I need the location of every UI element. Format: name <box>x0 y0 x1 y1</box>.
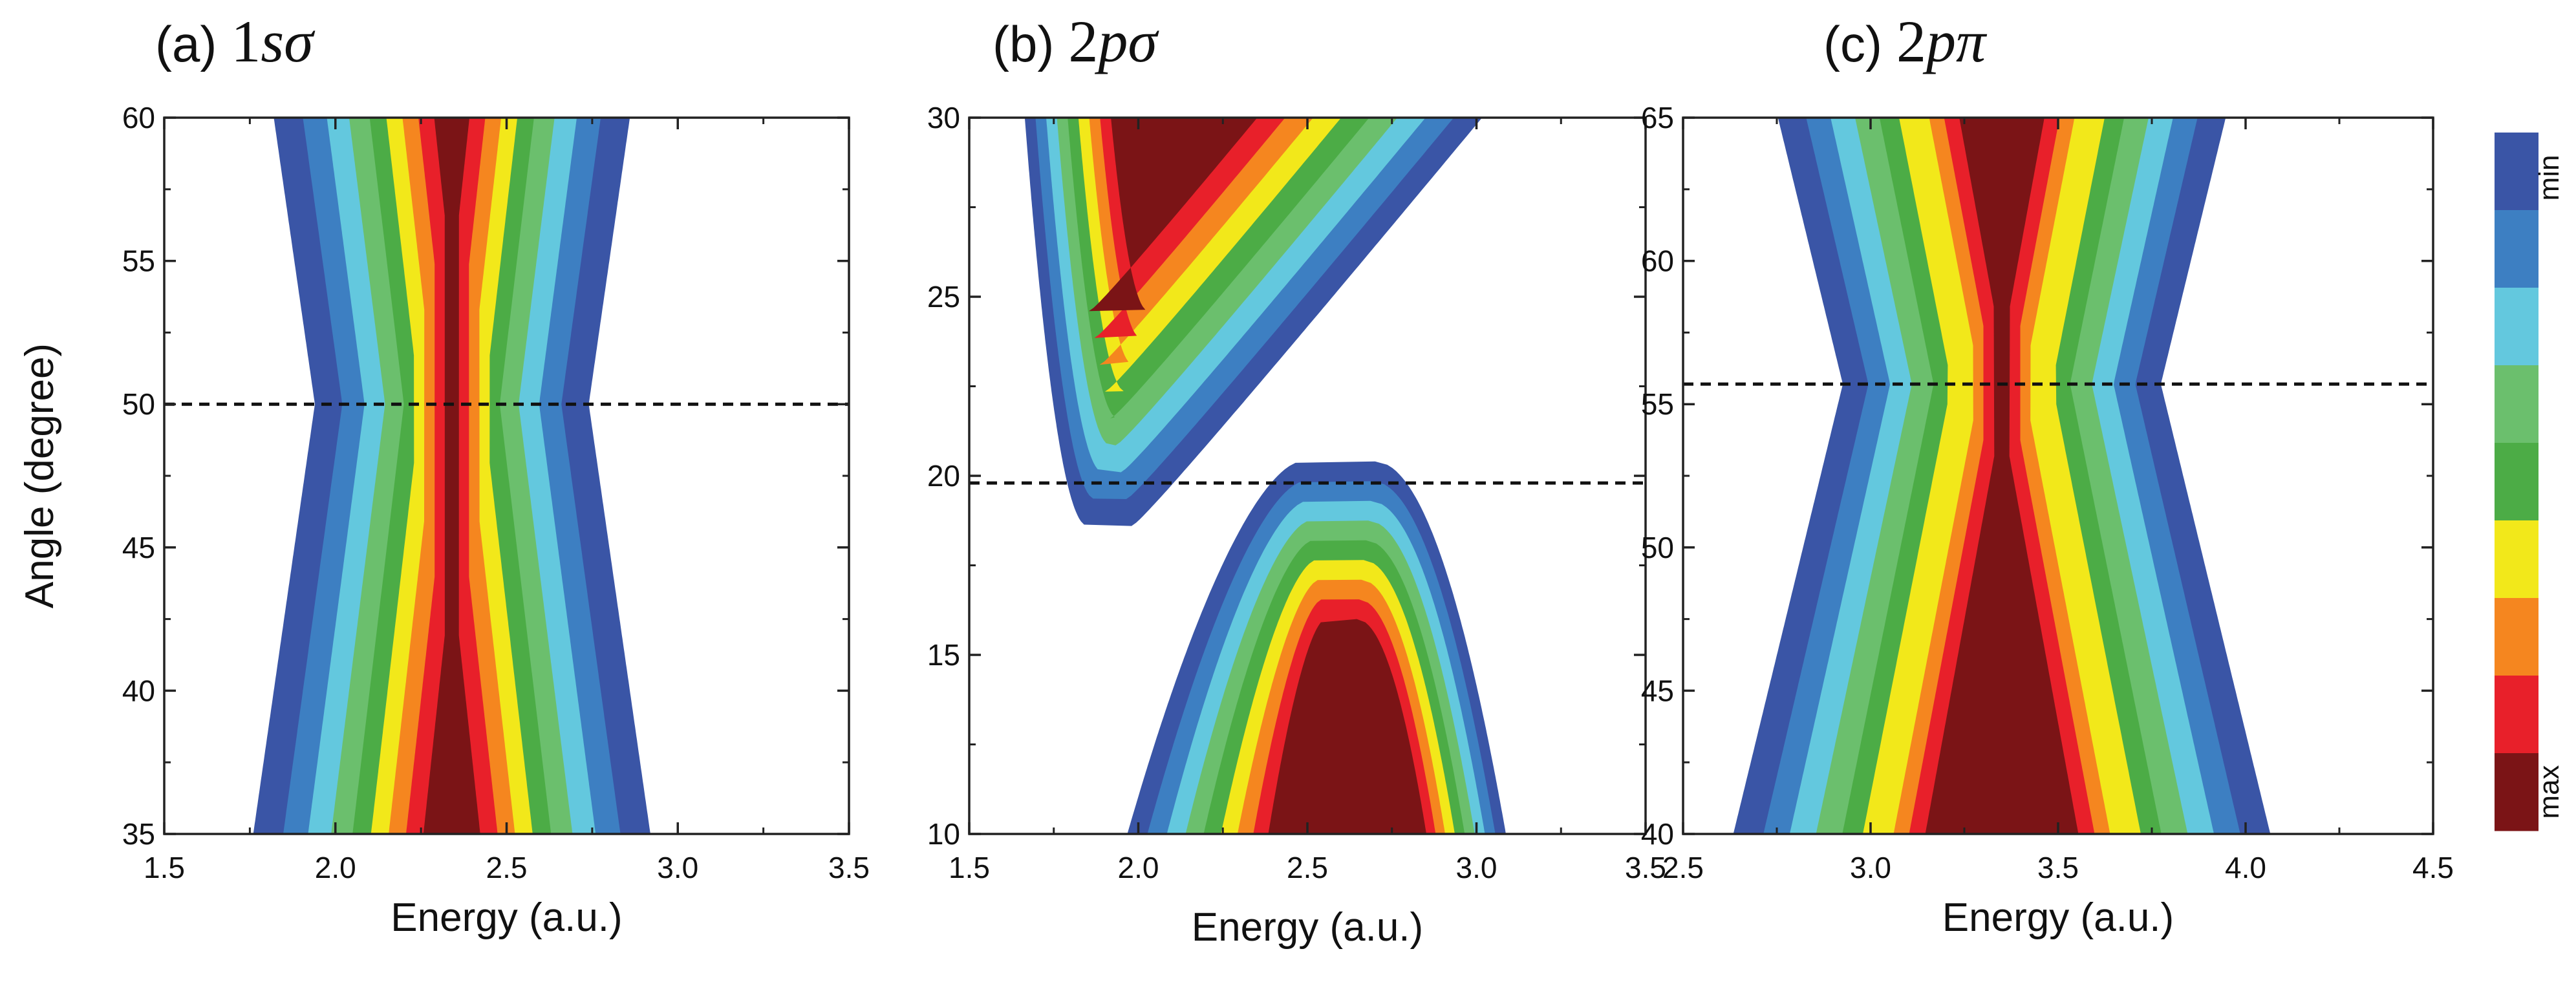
x-tick-label: 2.5 <box>1662 851 1704 884</box>
colorbar: min max <box>2495 133 2565 831</box>
lower-lobe-level-8 <box>1268 619 1426 834</box>
y-tick-label: 45 <box>1641 674 1674 707</box>
heatmap-field <box>1024 118 1506 834</box>
colorbar-cell-7 <box>2495 676 2538 754</box>
colorbar-cell-6 <box>2495 598 2538 676</box>
y-tick-label: 60 <box>1641 244 1674 278</box>
y-tick-label: 50 <box>1641 531 1674 564</box>
colorbar-cell-3 <box>2495 365 2538 443</box>
y-tick-label: 65 <box>1641 101 1674 134</box>
panel-a-title: (a) 1sσ <box>155 8 316 74</box>
panel-a-ylabel: Angle (degree) <box>17 343 62 608</box>
colorbar-cell-1 <box>2495 210 2538 288</box>
x-tick-label: 2.5 <box>486 851 528 884</box>
panel-a-title-num: 1 <box>231 8 261 74</box>
panel-a-xlabel: Energy (a.u.) <box>391 895 622 940</box>
panel-b-xlabel: Energy (a.u.) <box>1192 905 1423 950</box>
panel-a: (a) 1sσ 1.5 2.0 2.5 3.0 3.5 35 40 45 50 55 60 Energ… <box>17 8 870 940</box>
panel-b: (b) 2pσ 1.5 2.0 2.5 3.0 3.5 10 15 20 25 30 Energy … <box>927 8 1666 950</box>
colorbar-cell-0 <box>2495 133 2538 211</box>
panel-b-title-math: pσ <box>1094 8 1159 74</box>
heatmap-field <box>1733 118 2271 834</box>
panel-a-plot: 1.5 2.0 2.5 3.0 3.5 35 40 45 50 55 60 <box>122 101 870 884</box>
colorbar-cell-5 <box>2495 520 2538 599</box>
colorbar-max-label: max <box>2533 765 2565 818</box>
y-tick-label: 40 <box>1641 817 1674 851</box>
x-tick-label: 1.5 <box>949 851 990 884</box>
panel-c-plot: 2.5 3.0 3.5 4.0 4.5 40 45 50 55 60 65 <box>1641 101 2454 884</box>
colorbar-min-label: min <box>2533 155 2565 201</box>
x-tick-label: 2.5 <box>1287 851 1328 884</box>
panel-c-title: (c) 2pπ <box>1823 8 1988 74</box>
y-tick-label: 35 <box>122 817 155 851</box>
x-tick-label: 3.0 <box>1850 851 1891 884</box>
panel-b-label: (b) <box>993 16 1054 72</box>
x-tick-label: 2.0 <box>315 851 356 884</box>
colorbar-cells <box>2495 133 2538 831</box>
colorbar-cell-8 <box>2495 753 2538 831</box>
panel-a-label: (a) <box>155 16 217 72</box>
y-tick-label: 50 <box>122 387 155 421</box>
y-tick-label: 15 <box>927 638 960 672</box>
upper-lobe-level-8 <box>1089 118 1258 312</box>
panel-c-label: (c) <box>1823 16 1882 72</box>
contour-level-8 <box>1925 118 2079 834</box>
panel-c: (c) 2pπ 2.5 3.0 3.5 4.0 4.5 40 45 50 55 60 65 Energ… <box>1641 8 2454 940</box>
y-tick-label: 60 <box>122 101 155 134</box>
y-tick-label: 25 <box>927 280 960 314</box>
y-tick-label: 10 <box>927 817 960 851</box>
panel-c-title-num: 2 <box>1896 8 1926 74</box>
x-tick-label: 1.5 <box>144 851 185 884</box>
x-tick-label: 3.0 <box>1456 851 1497 884</box>
x-tick-label: 3.5 <box>2037 851 2079 884</box>
colorbar-cell-4 <box>2495 443 2538 521</box>
y-tick-label: 20 <box>927 459 960 493</box>
y-tick-label: 45 <box>122 531 155 564</box>
y-tick-label: 30 <box>927 101 960 134</box>
colorbar-cell-2 <box>2495 288 2538 366</box>
y-tick-label: 55 <box>122 244 155 278</box>
x-tick-label: 4.0 <box>2225 851 2266 884</box>
x-tick-label: 3.5 <box>828 851 870 884</box>
contour-level-8 <box>423 118 480 834</box>
x-tick-label: 4.5 <box>2412 851 2454 884</box>
panel-c-xlabel: Energy (a.u.) <box>1942 895 2174 940</box>
y-tick-label: 55 <box>1641 387 1674 421</box>
y-tick-label: 40 <box>122 674 155 707</box>
heatmap-field <box>253 118 650 834</box>
panel-b-plot: 1.5 2.0 2.5 3.0 3.5 10 15 20 25 30 <box>927 101 1666 884</box>
x-tick-label: 3.5 <box>1625 851 1666 884</box>
panel-b-title-num: 2 <box>1068 8 1098 74</box>
panel-c-title-math: pπ <box>1922 8 1988 74</box>
x-tick-label: 3.0 <box>657 851 698 884</box>
panel-b-title: (b) 2pσ <box>993 8 1159 74</box>
x-tick-label: 2.0 <box>1118 851 1159 884</box>
panel-a-title-math: sσ <box>261 8 316 74</box>
